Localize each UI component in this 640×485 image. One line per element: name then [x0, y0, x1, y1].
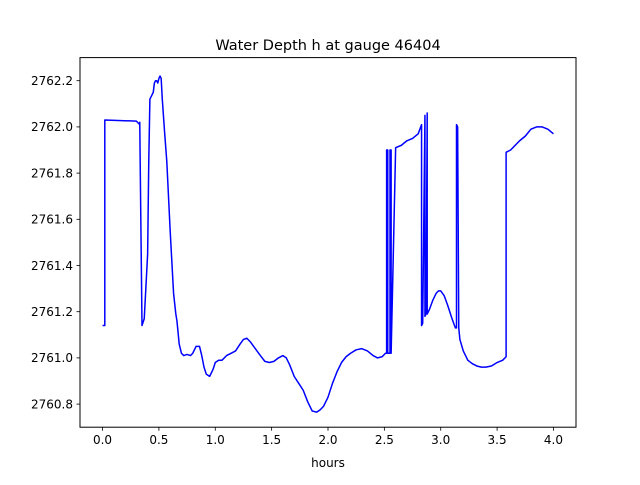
x-tick-label: 1.0: [206, 433, 225, 447]
x-tick-label: 0.0: [93, 433, 112, 447]
x-tick-label: 3.0: [431, 433, 450, 447]
x-tick-label: 1.5: [262, 433, 281, 447]
x-tick-label: 0.5: [149, 433, 168, 447]
y-axis: 2760.8 2761.0 2761.2 2761.4 2761.6 2761.8 2762…: [31, 74, 80, 411]
x-tick-label: 4.0: [544, 433, 563, 447]
x-tick-label: 3.5: [488, 433, 507, 447]
series-line-0: [102, 75, 554, 413]
chart-title: Water Depth h at gauge 46404: [215, 38, 440, 54]
y-tick-label: 2761.0: [31, 351, 73, 365]
y-tick-label: 2761.8: [31, 166, 73, 180]
x-tick-label: 2.0: [318, 433, 337, 447]
x-axis-label: hours: [311, 456, 345, 470]
x-axis: 0.0 0.5 1.0 1.5 2.0 2.5 3.0 3.5 4.0: [93, 427, 563, 447]
y-tick-label: 2760.8: [31, 397, 73, 411]
y-tick-label: 2761.4: [31, 259, 73, 273]
y-tick-label: 2762.2: [31, 74, 73, 88]
y-tick-label: 2761.2: [31, 305, 73, 319]
plot-area: [102, 75, 554, 413]
x-tick-label: 2.5: [375, 433, 394, 447]
y-tick-label: 2762.0: [31, 120, 73, 134]
y-tick-label: 2761.6: [31, 213, 73, 227]
axes-frame: [79, 57, 577, 428]
